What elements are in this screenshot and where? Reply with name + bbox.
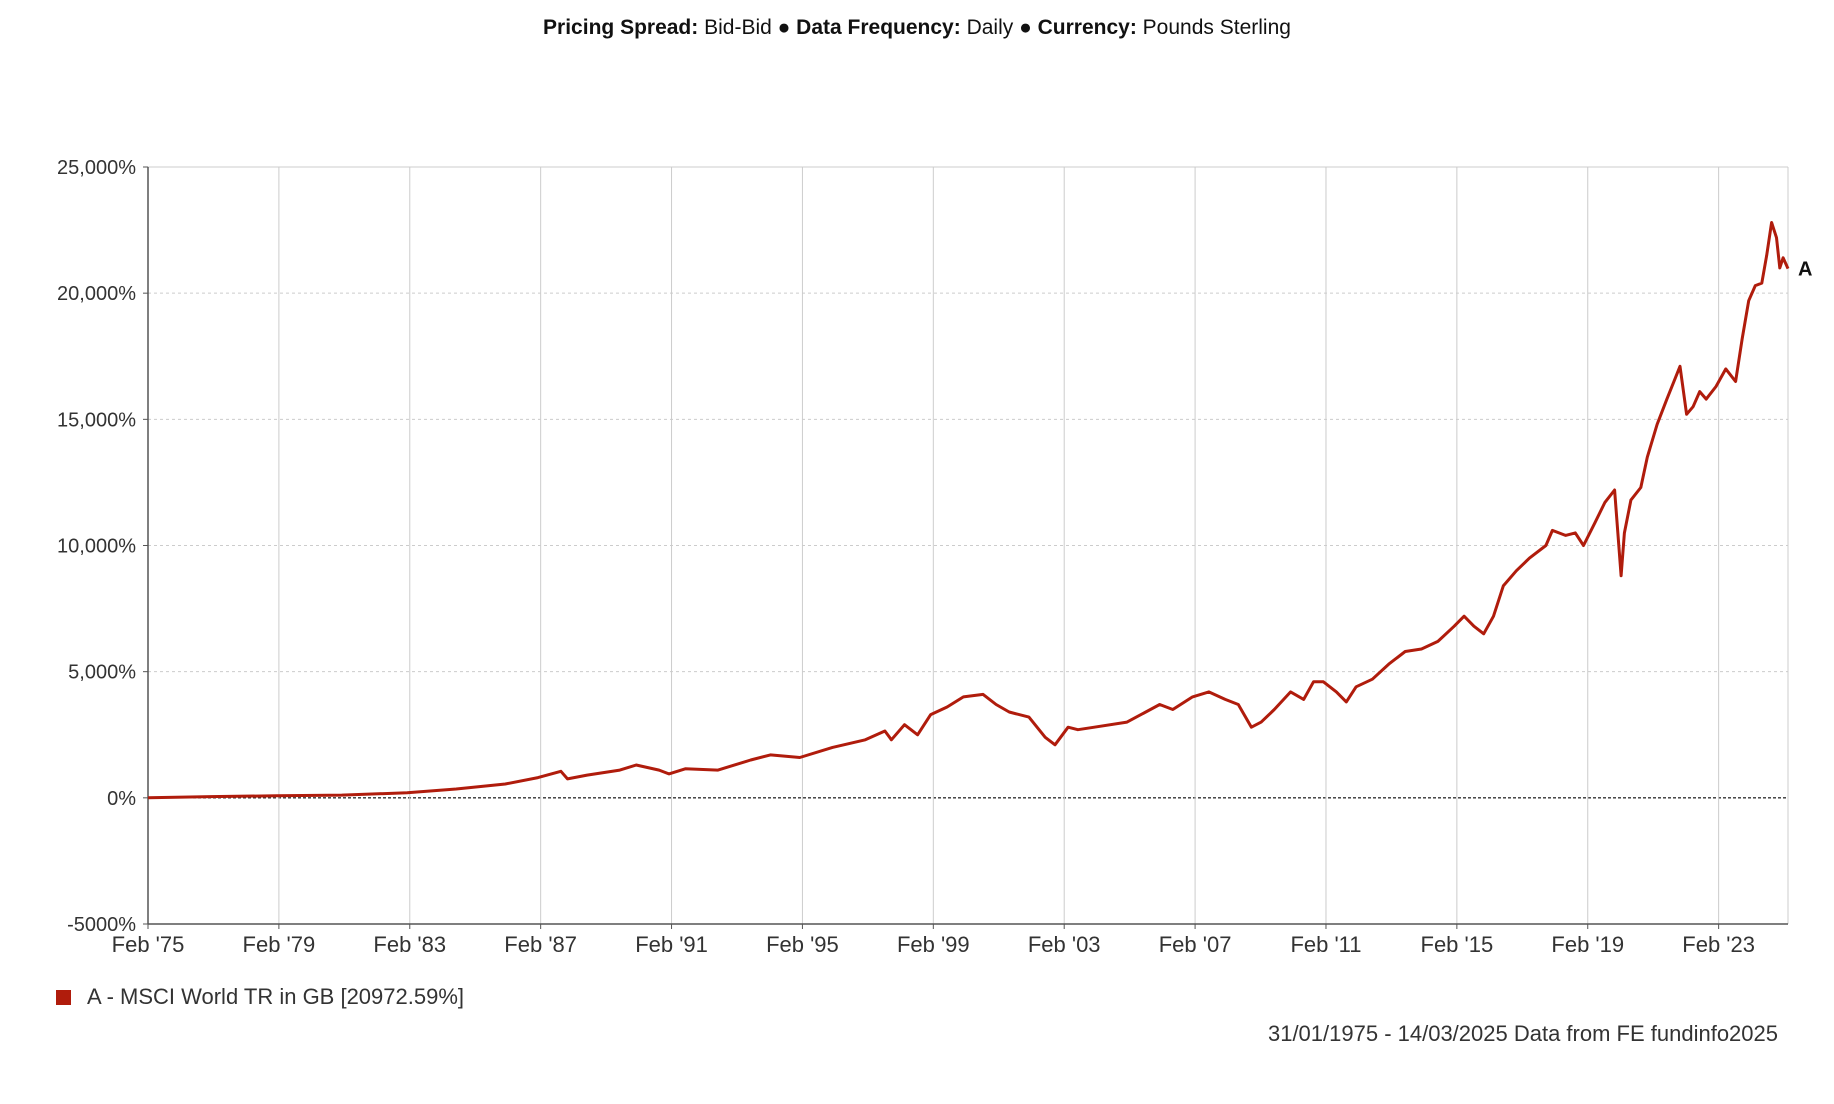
series-line [147,221,1790,800]
data-source-note: 31/01/1975 - 14/03/2025 Data from FE fun… [1267,1021,1778,1046]
y-axis-ticks: 25,000% 20,000% 15,000% 10,000% 5,000% 0% -500… [57,157,148,936]
series-end-label: A [1798,259,1812,281]
y-tick-label: 15,000% [57,409,136,431]
x-tick-label: Feb '83 [373,932,446,957]
axes [147,166,1789,925]
legend: A - MSCI World TR in GB [20972.59%] [56,984,464,1010]
legend-swatch [56,989,71,1005]
currency-value: Pounds Sterling [1142,16,1291,39]
y-tick-label: 0% [107,788,136,810]
currency-label: Currency: [1037,16,1137,39]
x-tick-label: Feb '19 [1551,932,1624,957]
x-tick-label: Feb '11 [1290,932,1361,957]
y-tick-label: 10,000% [57,536,136,558]
x-tick-label: Feb '07 [1159,932,1232,957]
data-frequency-value: Daily [966,16,1014,39]
y-tick-label: 25,000% [57,157,136,179]
x-tick-label: Feb '99 [897,932,970,957]
chart-header: Pricing Spread: Bid-Bid ● Data Frequency… [0,16,1834,40]
x-tick-label: Feb '75 [112,932,185,957]
separator-1: ● [777,16,791,39]
x-tick-label: Feb '79 [243,932,316,957]
x-tick-label: Feb '03 [1028,932,1101,957]
x-tick-label: Feb '91 [635,932,708,957]
series-group: A [147,221,1812,800]
x-axis-ticks: Feb '75 Feb '79 Feb '83 Feb '87 Feb '91 Feb '… [112,924,1755,957]
y-tick-label: -5000% [67,914,136,936]
separator-2: ● [1019,16,1032,39]
y-tick-label: 5,000% [68,662,136,684]
data-frequency-label: Data Frequency: [796,16,961,39]
pricing-spread-value: Bid-Bid [704,16,772,39]
x-tick-label: Feb '95 [766,932,839,957]
pricing-spread-label: Pricing Spread: [543,16,699,39]
x-tick-label: Feb '15 [1421,932,1494,957]
legend-label: A - MSCI World TR in GB [20972.59%] [87,984,465,1009]
x-tick-label: Feb '23 [1682,932,1755,957]
x-tick-label: Feb '87 [504,932,577,957]
grid-lines [148,166,1788,924]
y-tick-label: 20,000% [57,283,136,305]
